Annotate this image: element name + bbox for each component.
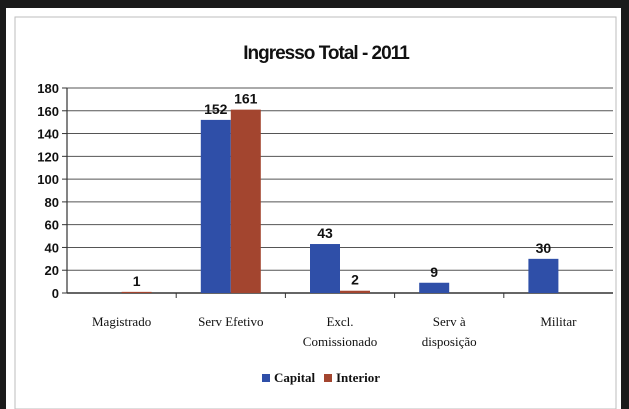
legend: Capital Interior (262, 370, 380, 385)
y-tick-label: 20 (45, 263, 59, 278)
y-tick-label: 180 (37, 81, 59, 96)
chart-background (14, 16, 617, 409)
bar-interior (230, 109, 261, 293)
y-tick-label: 160 (37, 104, 59, 119)
data-label: 152 (204, 101, 228, 117)
legend-swatch-capital (262, 374, 270, 382)
legend-label-capital: Capital (274, 370, 316, 385)
bar-capital (200, 119, 231, 293)
x-tick-label: Comissionado (303, 334, 377, 349)
legend-swatch-interior (324, 374, 332, 382)
y-tick-label: 120 (37, 149, 59, 164)
x-tick-label: disposição (422, 334, 477, 349)
x-tick-label: Militar (540, 314, 577, 329)
bars (121, 109, 559, 293)
y-tick-label: 60 (45, 218, 59, 233)
bar-interior (340, 290, 370, 293)
chart-title: Ingresso Total - 2011 (243, 43, 410, 64)
data-label: 161 (234, 91, 258, 107)
data-label: 43 (317, 225, 333, 241)
y-tick-label: 40 (45, 240, 59, 255)
data-labels: 1 152 161 43 2 9 30 (133, 91, 552, 289)
category-labels: Magistrado Serv Efetivo Excl. Comissionado S… (92, 314, 577, 349)
data-label: 9 (430, 264, 438, 280)
x-tick-label: Magistrado (92, 314, 151, 329)
bar-capital (419, 282, 450, 293)
y-tick-label: 0 (52, 286, 59, 301)
x-tick-label: Excl. (326, 314, 353, 329)
data-label: 1 (133, 273, 141, 289)
bar-capital (310, 244, 340, 293)
y-axis-ticks: 0 20 40 60 80 100 120 140 160 180 (37, 81, 59, 301)
y-tick-label: 100 (37, 172, 59, 187)
x-tick-label: Serv Efetivo (198, 314, 263, 329)
y-tick-label: 140 (37, 127, 59, 142)
bar-capital (528, 258, 559, 293)
data-label: 2 (351, 272, 359, 288)
bar-interior (121, 291, 152, 293)
legend-label-interior: Interior (336, 370, 380, 385)
x-tick-label: Serv à (433, 314, 466, 329)
data-label: 30 (536, 240, 552, 256)
y-tick-label: 80 (45, 195, 59, 210)
